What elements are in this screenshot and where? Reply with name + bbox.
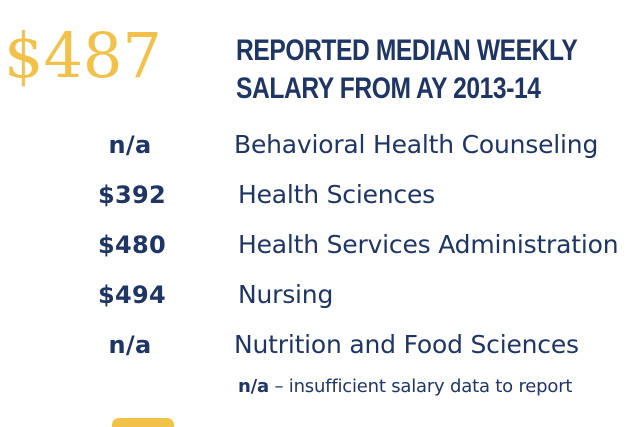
median-salary-title-line-2: SALARY FROM AY 2013-14	[236, 72, 541, 105]
program-row: $494 Nursing	[0, 274, 634, 316]
footnote-key: n/a	[238, 376, 269, 397]
median-salary-amount: $487	[4, 19, 162, 92]
program-salary-value: $392	[98, 181, 166, 209]
program-salary-value: n/a	[108, 131, 152, 159]
program-name: Behavioral Health Counseling	[234, 130, 599, 159]
program-name: Health Sciences	[238, 180, 435, 209]
program-row: n/a Behavioral Health Counseling	[0, 124, 634, 166]
program-salary-value: $494	[98, 281, 166, 309]
median-salary-title: REPORTED MEDIAN WEEKLY SALARY FROM AY 20…	[236, 32, 578, 108]
salary-footnote: n/a – insufficient salary data to report	[238, 372, 572, 402]
program-row: $392 Health Sciences	[0, 174, 634, 216]
footnote-text: – insufficient salary data to report	[268, 376, 573, 397]
program-name: Nutrition and Food Sciences	[234, 330, 579, 359]
median-salary-title-line-1: REPORTED MEDIAN WEEKLY	[236, 34, 578, 67]
program-name: Health Services Administration	[238, 230, 619, 259]
program-salary-value: $480	[98, 231, 166, 259]
gold-text-fragment	[112, 418, 174, 427]
program-row: n/a Nutrition and Food Sciences	[0, 324, 634, 366]
program-name: Nursing	[238, 280, 334, 309]
program-row: $480 Health Services Administration	[0, 224, 634, 266]
program-salary-value: n/a	[108, 331, 152, 359]
next-section-fragment	[112, 418, 174, 427]
